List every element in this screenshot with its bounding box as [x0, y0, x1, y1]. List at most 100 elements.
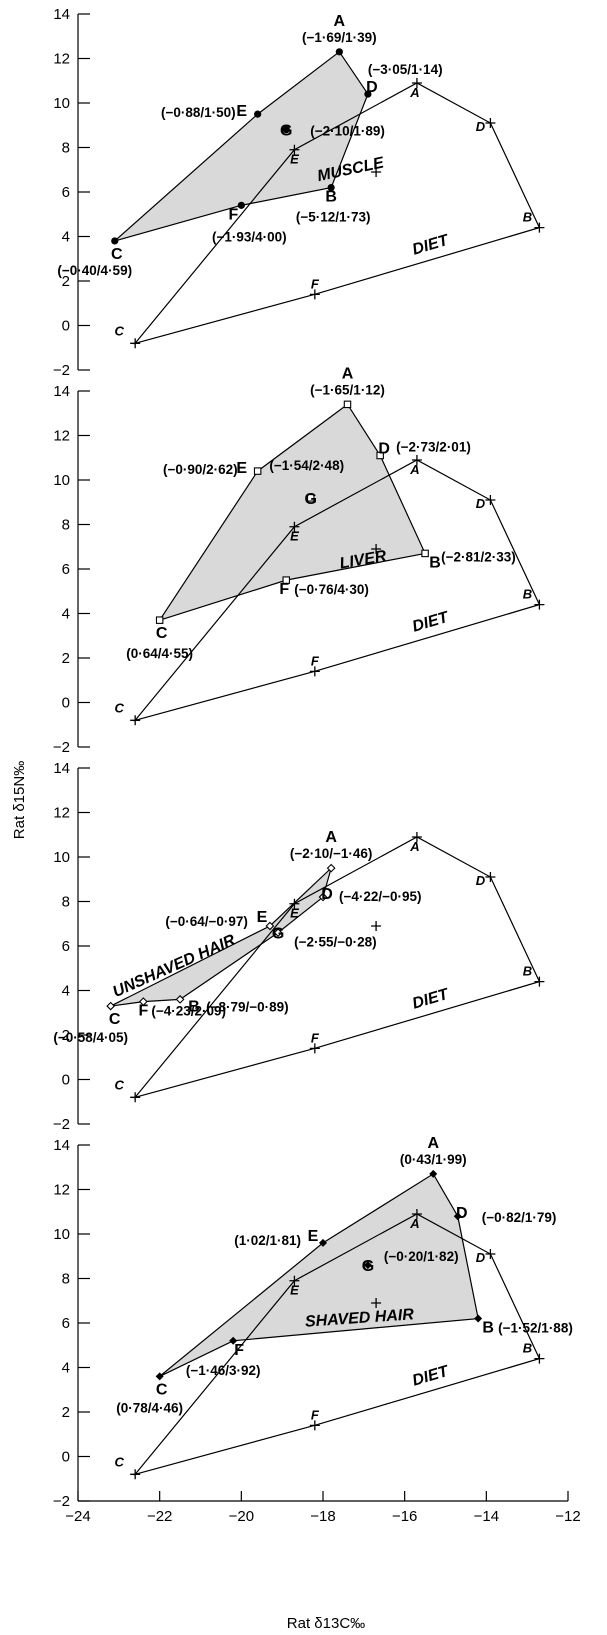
diet-point-label-f: F [311, 276, 320, 291]
diet-point-label-b: B [523, 964, 532, 979]
x-tick: −16 [392, 1491, 417, 1525]
tissue-point-label-b: B [325, 189, 337, 206]
y-tick-label: 12 [53, 1182, 70, 1199]
diet-point-b [534, 222, 545, 233]
tissue-point-label-g: G [280, 123, 292, 140]
diet-point-c [130, 1469, 141, 1480]
y-tick: 2 [62, 1404, 90, 1421]
point-note-a: (0·43/1·99) [400, 1152, 467, 1167]
tissue-point-d [364, 90, 372, 98]
diet-point-g [371, 543, 382, 554]
tissue-point-label-b: B [429, 554, 441, 571]
x-tick: −12 [555, 1491, 581, 1525]
point-note-e: (−0·88/1·50) [161, 105, 236, 120]
point-note-d: (−2·73/2·01) [396, 440, 471, 455]
tissue-point-e [265, 921, 275, 931]
diet-point-e [289, 521, 300, 532]
y-tick: 4 [62, 1360, 90, 1377]
diet-point-label-f: F [311, 1030, 320, 1045]
tissue-point-label-f: F [228, 206, 238, 223]
point-note-g: (−2·10/1·89) [310, 124, 385, 139]
tissue-point-label-b: B [482, 1320, 494, 1337]
tissue-point-label-d: D [366, 79, 378, 96]
y-tick-label: 14 [53, 760, 70, 777]
point-note-f: (−1·93/4·00) [212, 229, 287, 244]
tissue-point-g [306, 494, 315, 502]
tissue-point-label-e: E [308, 1228, 319, 1245]
tissue-point-label-a: A [342, 365, 354, 382]
x-tick-label: −12 [555, 1508, 580, 1525]
x-axis-label: Rat δ13C‰ [287, 1615, 365, 1632]
tissue-point-f [138, 997, 148, 1007]
tissue-point-c [155, 616, 164, 624]
point-note-c: (−0·40/4·59) [57, 263, 132, 278]
y-tick-label: 10 [53, 1226, 70, 1243]
diet-label: DIET [410, 1363, 451, 1390]
diet-point-label-c: C [114, 1454, 124, 1469]
y-tick-label: 6 [62, 561, 70, 578]
y-tick-label: 4 [62, 606, 70, 623]
tissue-point-a [343, 400, 352, 409]
y-tick-label: 0 [62, 695, 70, 712]
y-tick: 14 [53, 760, 90, 777]
diet-point-label-d: D [476, 119, 486, 134]
y-tick-label: −2 [53, 362, 70, 379]
tissue-point-b [474, 1314, 483, 1323]
tissue-point-label-c: C [156, 625, 168, 642]
y-tick-label: 8 [62, 1271, 70, 1288]
tissue-point-b [175, 995, 185, 1004]
y-tick: 14 [53, 1137, 90, 1154]
y-tick: 12 [53, 428, 90, 445]
x-tick: −24 [65, 1491, 91, 1525]
tissue-point-label-e: E [236, 103, 247, 120]
diet-point-label-a: A [409, 462, 419, 477]
diet-point-label-a: A [409, 85, 419, 100]
diet-point-label-b: B [523, 210, 532, 225]
tissue-point-g [363, 1261, 372, 1270]
y-tick: −2 [53, 1116, 90, 1133]
tissue-polygon [110, 866, 333, 1007]
y-tick: 10 [53, 849, 90, 866]
diet-label: DIET [410, 609, 451, 636]
tissue-point-e [254, 110, 262, 118]
point-note-d: (−3·05/1·14) [368, 62, 443, 77]
diet-point-f [309, 1043, 320, 1054]
tissue-point-d [376, 451, 384, 460]
x-tick-label: −20 [229, 1508, 254, 1525]
y-tick-label: 0 [62, 1072, 70, 1089]
diet-label: DIET [410, 986, 451, 1013]
point-note-b: (−8·79/−0·89) [206, 999, 289, 1014]
diet-point-c [130, 338, 141, 349]
y-tick: 12 [53, 1182, 90, 1199]
diet-point-label-f: F [311, 653, 320, 668]
diet-point-b [534, 1353, 545, 1364]
y-axis-label: Rat δ15N‰ [11, 761, 28, 839]
tissue-point-a [326, 863, 336, 873]
y-tick-label: −2 [53, 1116, 70, 1133]
y-tick-label: 2 [62, 650, 70, 667]
tissue-point-b [421, 549, 429, 558]
point-note-f: (−0·76/4·30) [294, 582, 369, 597]
y-tick: 14 [53, 6, 90, 23]
diet-point-d [485, 118, 496, 129]
y-tick-label: 0 [62, 318, 70, 335]
tissue-point-c [111, 237, 119, 245]
tissue-point-g [282, 126, 290, 134]
diet-point-label-c: C [114, 1077, 124, 1092]
y-tick: 6 [62, 1315, 90, 1332]
diet-point-label-d: D [476, 873, 486, 888]
point-note-a: (−1·69/1·39) [302, 30, 377, 45]
y-tick: 12 [53, 51, 90, 68]
y-tick-label: 6 [62, 184, 70, 201]
diet-point-label-e: E [290, 906, 299, 921]
point-note-e: (1·02/1·81) [234, 1233, 301, 1248]
point-note-a: (−2·10/−1·46) [290, 846, 373, 861]
diet-point-d [485, 495, 496, 506]
y-tick-label: 2 [62, 273, 70, 290]
point-note-a: (−1·65/1·12) [310, 382, 385, 397]
y-tick: 10 [53, 1226, 90, 1243]
y-tick-label: 4 [62, 1360, 70, 1377]
diet-point-b [534, 599, 545, 610]
